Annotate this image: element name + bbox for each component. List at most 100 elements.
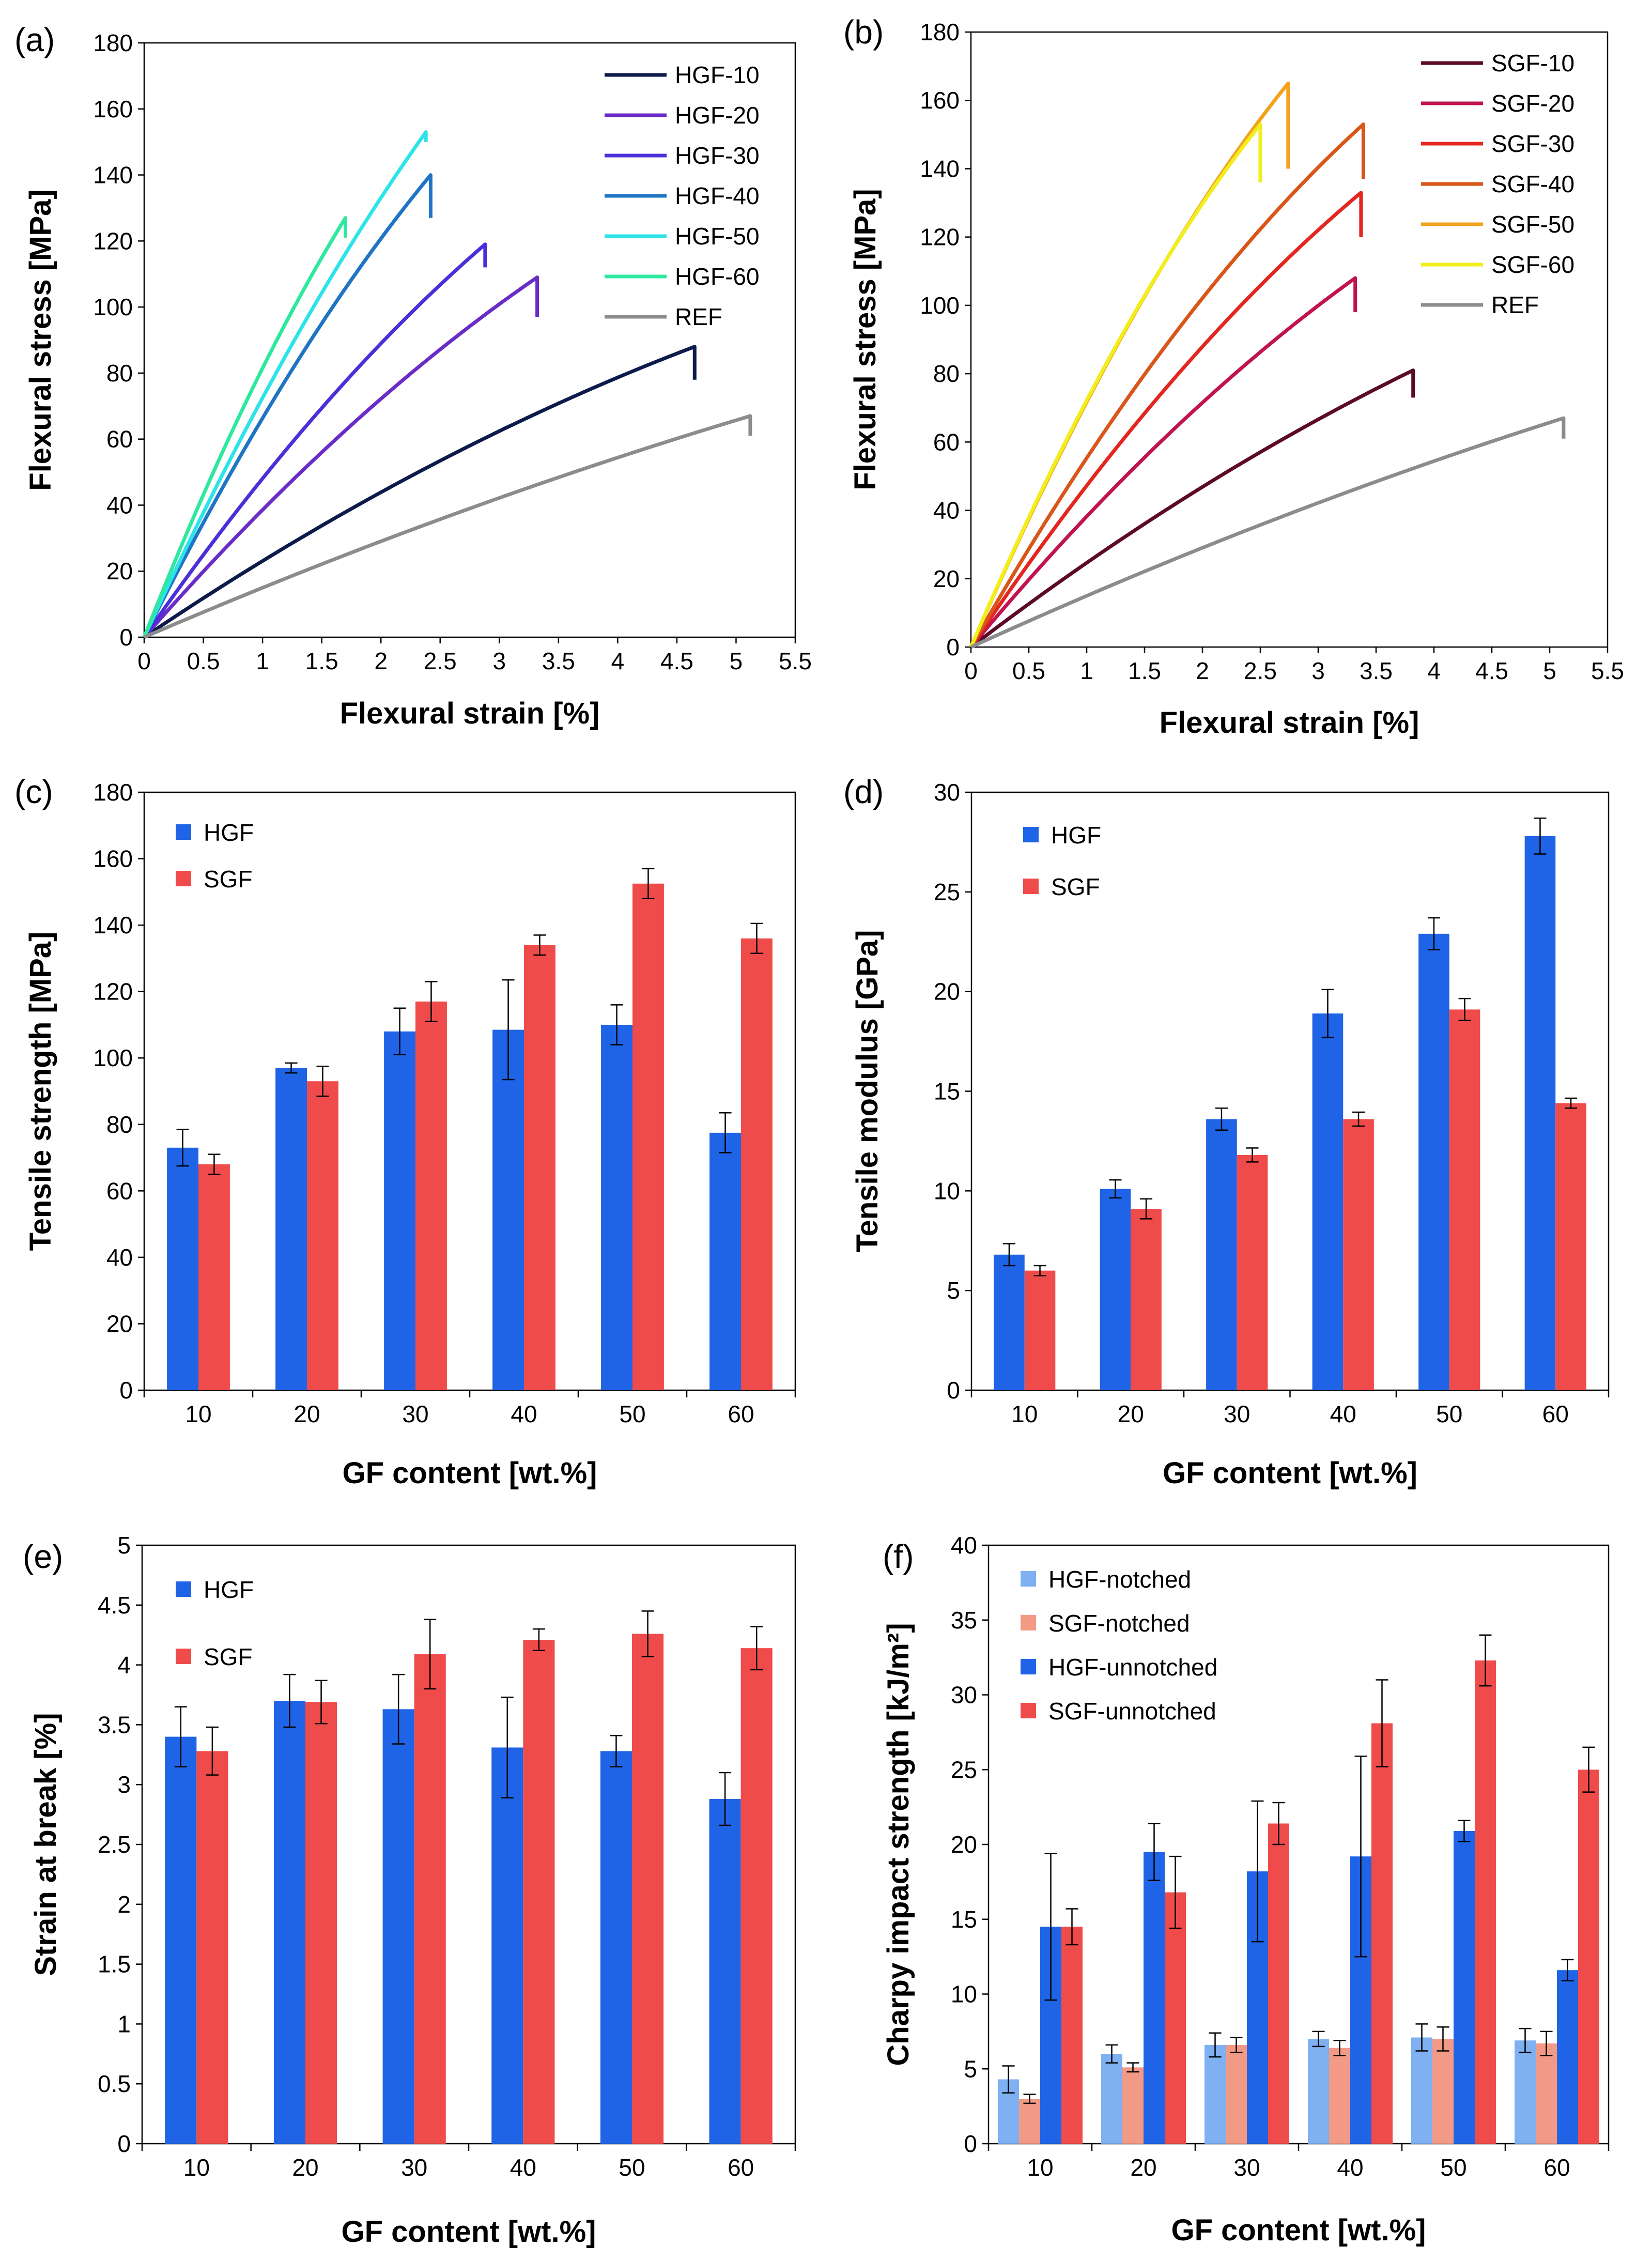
y-tick-label-f: 35 [951, 1607, 977, 1634]
legend-label-hgf-unnotched: HGF-unnotched [1048, 1654, 1217, 1681]
legend-label-ref: REF [1491, 291, 1539, 318]
x-tick-label-b: 4.5 [1475, 657, 1508, 684]
bar-sgf-60 [740, 1648, 773, 2144]
y-axis-title-d: Tensile modulus [GPa] [851, 930, 884, 1252]
y-tick-label-a: 120 [93, 227, 133, 254]
x-tick-label-c: 60 [728, 1401, 754, 1427]
error-bar-hgf-notched-30 [1209, 2032, 1222, 2058]
y-tick-label-e: 1 [117, 2010, 131, 2037]
bar-sgf-unnotched-60 [1578, 1770, 1599, 2144]
series-line-sgf-20 [969, 276, 1357, 649]
panel-d: (d) 0 5 10 15 20 25 30 GF content [wt.%] Tensile… [827, 749, 1652, 1514]
y-tick-label-e: 4.5 [98, 1592, 131, 1619]
error-bar-sgf-60 [1565, 1097, 1578, 1109]
error-bar-hgf-60 [719, 1772, 732, 1826]
y-tick-label-c: 100 [93, 1044, 133, 1071]
bar-sgf-50 [632, 1634, 664, 2144]
error-bar-hgf-40 [1321, 989, 1334, 1038]
legend-swatch-sgf [176, 1649, 191, 1664]
error-bar-hgf-60 [1534, 817, 1547, 855]
chart-e: 0 0.5 1 1.5 2 2.5 3 3.5 4 4.5 5 GF content [wt.%] St… [29, 1532, 796, 2249]
panel-label-b: (b) [843, 13, 884, 51]
x-axis-title-d: GF content [wt.%] [1163, 1456, 1417, 1490]
legend-swatch-hgf-unnotched [1021, 1659, 1036, 1674]
bar-hgf-20 [275, 1068, 307, 1390]
panel-label-e: (e) [23, 1538, 64, 1575]
error-bar-sgf-unnotched-30 [1272, 1802, 1285, 1845]
y-tick-label-e: 0 [117, 2130, 131, 2157]
bar-sgf-20 [1131, 1209, 1162, 1390]
bar-hgf-unnotched-50 [1454, 1831, 1475, 2144]
y-tick-label-c: 160 [93, 845, 133, 872]
error-bar-sgf-50 [1458, 997, 1471, 1021]
x-tick-label-d: 30 [1224, 1401, 1250, 1427]
error-bar-sgf-notched-20 [1126, 2062, 1139, 2073]
legend-swatch-hgf [176, 1581, 191, 1597]
error-bar-hgf-30 [1215, 1108, 1228, 1131]
bar-sgf-50 [1449, 1009, 1480, 1390]
panel-label-c: (c) [14, 773, 53, 810]
y-tick-label-d: 0 [947, 1377, 960, 1404]
legend-label-hgf-20: HGF-20 [675, 102, 760, 129]
y-tick-label-f: 20 [951, 1831, 977, 1858]
x-tick-label-b: 3 [1311, 657, 1325, 684]
y-tick-label-b: 180 [920, 19, 960, 45]
error-bar-sgf-40 [532, 1628, 545, 1652]
y-tick-label-c: 80 [106, 1111, 133, 1138]
error-bar-hgf-50 [610, 1004, 623, 1045]
series-line-hgf-60 [142, 216, 347, 638]
bar-sgf-notched-10 [1019, 2099, 1040, 2144]
error-bar-sgf-notched-40 [1333, 2039, 1346, 2056]
legend-label-hgf: HGF [204, 1576, 254, 1603]
bar-sgf-20 [307, 1081, 338, 1390]
y-tick-label-b: 120 [920, 224, 960, 251]
series-line-sgf-30 [969, 191, 1363, 648]
x-tick-label-f: 10 [1027, 2154, 1053, 2181]
legend-label-hgf-10: HGF-10 [675, 61, 760, 88]
bar-sgf-unnotched-40 [1371, 1723, 1393, 2144]
x-tick-label-a: 3.5 [542, 648, 575, 674]
series-line-sgf-60 [969, 122, 1262, 648]
error-bar-sgf-60 [750, 922, 763, 954]
y-tick-label-a: 180 [93, 29, 133, 56]
x-tick-label-c: 50 [619, 1401, 645, 1427]
x-tick-label-a: 0.5 [187, 648, 220, 674]
bar-hgf-notched-40 [1308, 2039, 1329, 2144]
series-line-sgf-10 [969, 368, 1415, 649]
legend-label-hgf-60: HGF-60 [675, 263, 760, 290]
x-tick-label-e: 60 [728, 2154, 754, 2181]
panel-e: (e) 0 0.5 1 1.5 2 2.5 3 3.5 4 4.5 5 GF content [wt.… [0, 1514, 827, 2261]
y-tick-label-f: 40 [951, 1532, 977, 1559]
legend-swatch-hgf [1023, 827, 1039, 842]
error-bar-sgf-notched-10 [1023, 2094, 1036, 2104]
error-bar-sgf-50 [642, 868, 655, 899]
x-tick-label-e: 30 [401, 2154, 427, 2181]
error-bar-sgf-unnotched-20 [1169, 1855, 1182, 1929]
x-tick-label-f: 50 [1440, 2154, 1466, 2181]
legend-swatch-sgf [176, 871, 191, 886]
chart-c: 0 20 40 60 80 100 120 140 160 180 GF content [wt.%… [24, 779, 796, 1490]
y-tick-label-b: 20 [933, 565, 960, 592]
error-bar-sgf-20 [315, 1680, 328, 1725]
legend-label-sgf-50: SGF-50 [1491, 211, 1574, 238]
x-tick-label-c: 10 [185, 1401, 211, 1427]
bar-sgf-20 [305, 1702, 337, 2144]
error-bar-hgf-notched-10 [1002, 2065, 1015, 2094]
x-tick-label-b: 5.5 [1591, 657, 1624, 684]
y-tick-label-b: 40 [933, 497, 960, 524]
error-bar-hgf-50 [1427, 917, 1440, 950]
bar-hgf-20 [1100, 1189, 1131, 1390]
y-tick-label-b: 60 [933, 428, 960, 455]
error-bar-sgf-20 [1140, 1198, 1153, 1220]
x-tick-label-b: 1 [1080, 657, 1093, 684]
y-tick-label-a: 100 [93, 294, 133, 320]
bar-hgf-20 [273, 1701, 305, 2144]
series-line-hgf-40 [142, 173, 433, 638]
legend-label-sgf-20: SGF-20 [1491, 90, 1574, 117]
error-bar-hgf-10 [1002, 1243, 1015, 1267]
y-tick-label-d: 15 [934, 1078, 960, 1105]
chart-f: 0 5 10 15 20 25 30 35 40 GF content [wt.%] Charpy … [882, 1532, 1610, 2247]
y-tick-label-c: 140 [93, 912, 133, 939]
y-tick-label-a: 140 [93, 162, 133, 189]
